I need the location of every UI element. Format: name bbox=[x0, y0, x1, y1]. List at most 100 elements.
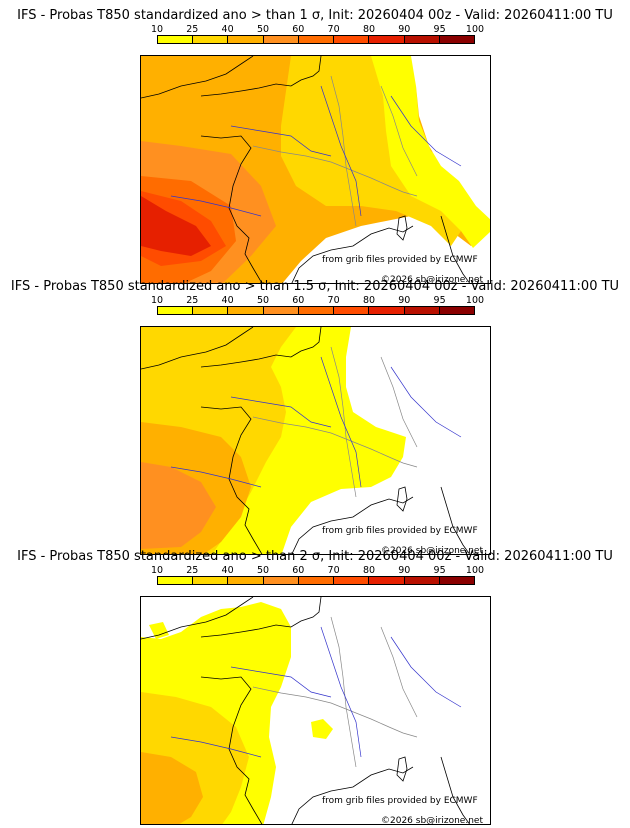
river bbox=[320, 356, 362, 488]
legend-tick: 50 bbox=[256, 24, 270, 35]
legend-tick-labels: 10 25 40 50 60 70 80 90 95 100 bbox=[151, 24, 497, 35]
legend-swatch bbox=[193, 307, 229, 314]
legend-tick-labels: 10 25 40 50 60 70 80 90 95 100 bbox=[151, 295, 497, 306]
legend-tick: 25 bbox=[186, 295, 199, 306]
legend-tick: 10 bbox=[150, 565, 164, 576]
legend-tick: 100 bbox=[465, 24, 485, 35]
coastline bbox=[141, 327, 254, 370]
legend-tick: 95 bbox=[433, 295, 446, 306]
legend-swatch bbox=[439, 36, 474, 43]
legend-swatch bbox=[298, 307, 335, 314]
legend-swatch bbox=[334, 36, 370, 43]
legend-tick: 60 bbox=[292, 24, 305, 35]
legend-swatch bbox=[404, 307, 440, 314]
legend-tick: 90 bbox=[398, 565, 411, 576]
blank-zone bbox=[313, 495, 381, 529]
copyright-credit: ©2026 sb@irizone.net bbox=[381, 816, 483, 825]
probability-map: from grib files provided by ECMWF ©2026 … bbox=[140, 596, 491, 825]
river bbox=[230, 666, 332, 698]
river bbox=[170, 736, 262, 758]
prob-zone-50 bbox=[141, 462, 216, 549]
legend-swatch bbox=[404, 577, 440, 584]
legend-tick: 70 bbox=[327, 295, 340, 306]
river bbox=[320, 85, 362, 217]
river bbox=[170, 195, 262, 217]
river bbox=[320, 626, 362, 758]
coastline bbox=[440, 215, 471, 283]
legend-tick-labels: 10 25 40 50 60 70 80 90 95 100 bbox=[151, 565, 497, 576]
legend-swatch bbox=[369, 577, 405, 584]
coastline bbox=[141, 597, 254, 640]
country-border bbox=[330, 616, 357, 768]
legend-tick: 95 bbox=[433, 565, 446, 576]
copyright-credit: ©2026 sb@irizone.net bbox=[381, 546, 483, 555]
coastline bbox=[200, 327, 322, 368]
map-title: IFS - Probas T850 standardized ano > tha… bbox=[17, 549, 613, 564]
legend-swatch bbox=[439, 307, 474, 314]
legend-swatch bbox=[404, 36, 440, 43]
source-credit: from grib files provided by ECMWF bbox=[322, 526, 478, 536]
coastline bbox=[141, 56, 254, 99]
source-credit: from grib files provided by ECMWF bbox=[322, 255, 478, 265]
island-outline bbox=[396, 486, 408, 512]
legend-tick: 100 bbox=[465, 565, 485, 576]
panel-2-sigma: IFS - Probas T850 standardized ano > tha… bbox=[0, 549, 630, 825]
river bbox=[390, 95, 462, 167]
legend-tick: 95 bbox=[433, 24, 446, 35]
legend-color-bar bbox=[157, 576, 475, 585]
legend-swatch bbox=[193, 577, 229, 584]
coastline bbox=[440, 486, 471, 554]
panel-1-5-sigma: IFS - Probas T850 standardized ano > tha… bbox=[0, 279, 630, 555]
legend-swatch bbox=[193, 36, 229, 43]
river bbox=[390, 366, 462, 438]
river bbox=[230, 125, 332, 157]
legend-swatch bbox=[158, 36, 194, 43]
legend-tick: 80 bbox=[362, 24, 376, 35]
map-canvas bbox=[141, 327, 471, 554]
legend-swatch bbox=[334, 577, 370, 584]
map-canvas bbox=[141, 597, 471, 824]
river bbox=[170, 466, 262, 488]
legend-tick: 10 bbox=[150, 24, 164, 35]
probability-map: from grib files provided by ECMWF ©2026 … bbox=[140, 55, 491, 284]
prob-zone-80 bbox=[141, 196, 211, 256]
legend-swatch bbox=[228, 36, 264, 43]
legend-tick: 70 bbox=[327, 565, 340, 576]
legend-tick: 90 bbox=[398, 24, 411, 35]
country-border bbox=[330, 75, 357, 227]
legend-tick: 50 bbox=[256, 295, 270, 306]
island-outline bbox=[396, 756, 408, 782]
legend-tick: 70 bbox=[327, 24, 340, 35]
source-credit: from grib files provided by ECMWF bbox=[322, 796, 478, 806]
prob-zone-10-patch bbox=[311, 719, 333, 739]
legend-tick: 50 bbox=[256, 565, 270, 576]
legend-tick: 90 bbox=[398, 295, 411, 306]
legend-swatch bbox=[263, 577, 299, 584]
river bbox=[390, 636, 462, 708]
legend-swatch bbox=[334, 307, 370, 314]
coastline bbox=[200, 56, 322, 97]
legend-tick: 10 bbox=[150, 295, 164, 306]
map-title: IFS - Probas T850 standardized ano > tha… bbox=[17, 8, 613, 23]
legend-tick: 60 bbox=[292, 295, 305, 306]
country-border bbox=[380, 85, 418, 177]
legend-tick: 25 bbox=[186, 24, 199, 35]
legend-tick: 100 bbox=[465, 295, 485, 306]
map-canvas bbox=[141, 56, 490, 283]
prob-zone-10-patch bbox=[149, 622, 169, 639]
coastline bbox=[291, 496, 414, 554]
map-title: IFS - Probas T850 standardized ano > tha… bbox=[10, 279, 620, 294]
prob-zone-below10 bbox=[411, 56, 490, 220]
legend-swatch bbox=[439, 577, 474, 584]
legend-tick: 40 bbox=[221, 295, 234, 306]
country-border bbox=[380, 356, 418, 448]
country-border bbox=[330, 346, 357, 498]
legend-tick: 60 bbox=[292, 565, 305, 576]
coastline bbox=[200, 406, 263, 554]
copyright-credit: ©2026 sb@irizone.net bbox=[381, 275, 483, 284]
legend-swatch bbox=[228, 577, 264, 584]
legend-swatch bbox=[263, 36, 299, 43]
country-border bbox=[380, 626, 418, 718]
legend-color-bar bbox=[157, 35, 475, 44]
river bbox=[230, 396, 332, 428]
